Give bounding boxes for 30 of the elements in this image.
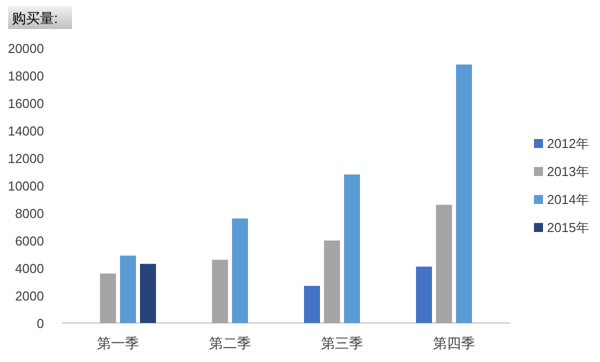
y-tick-label: 16000 xyxy=(8,96,44,111)
legend-label: 2012年 xyxy=(547,136,589,151)
bar xyxy=(100,274,116,323)
y-tick-label: 2000 xyxy=(15,288,44,304)
y-tick-label: 8000 xyxy=(15,206,44,221)
chart-title: 购买量: xyxy=(12,10,58,26)
y-tick-label: 0 xyxy=(36,316,44,331)
y-tick-label: 20000 xyxy=(8,41,44,56)
bar xyxy=(120,256,136,323)
y-tick-label: 6000 xyxy=(15,234,44,248)
x-tick-label: 第二季 xyxy=(209,335,251,351)
bar xyxy=(416,266,432,323)
x-tick-label: 第三季 xyxy=(321,335,363,351)
x-tick-label: 第四季 xyxy=(433,335,475,351)
legend-label: 2015年 xyxy=(547,220,589,235)
bar xyxy=(456,64,472,323)
bar xyxy=(344,174,360,323)
y-tick-label: 12000 xyxy=(8,151,44,166)
bar xyxy=(324,240,340,323)
y-tick-label: 4000 xyxy=(15,261,44,276)
bar xyxy=(436,204,452,323)
bar xyxy=(212,260,228,323)
legend-label: 2013年 xyxy=(547,164,589,179)
y-tick-label: 10000 xyxy=(8,178,44,194)
y-tick-label: 14000 xyxy=(8,124,44,138)
bar xyxy=(304,286,320,323)
x-tick-label: 第一季 xyxy=(97,335,139,351)
bar xyxy=(232,218,248,323)
legend-label: 2014年 xyxy=(547,192,589,207)
y-tick-label: 18000 xyxy=(8,68,44,84)
